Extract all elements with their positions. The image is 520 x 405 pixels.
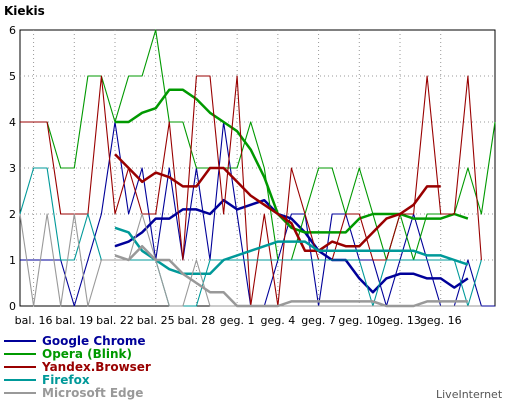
series-line-firefox-daily — [19, 167, 482, 307]
chart-title: Kiekis — [4, 4, 45, 18]
y-tick-label: 2 — [9, 208, 16, 221]
x-tick-label: geg. 4 — [260, 314, 295, 327]
y-axis: 0 1 2 3 4 5 6 — [9, 24, 16, 313]
series-line-yandex-browser-average — [114, 153, 441, 253]
x-tick-label: geg. 7 — [301, 314, 336, 327]
x-tick-label: bal. 28 — [178, 314, 216, 327]
x-axis: bal. 16 bal. 19 bal. 22 bal. 25 bal. 28 geg. … — [15, 314, 462, 327]
x-tick-label: bal. 22 — [96, 314, 134, 327]
x-tick-label: bal. 25 — [137, 314, 175, 327]
legend-label-opera-blink: Opera (Blink) — [42, 347, 132, 361]
x-tick-label: geg. 10 — [338, 314, 380, 327]
series-line-microsoft-edge-average — [114, 244, 468, 308]
x-tick-label: geg. 13 — [379, 314, 421, 327]
legend-label-yandex-browser: Yandex.Browser — [41, 360, 151, 374]
y-tick-label: 5 — [9, 70, 16, 83]
y-tick-label: 0 — [9, 300, 16, 313]
series-line-opera-blink-average — [115, 88, 469, 234]
y-tick-label: 6 — [9, 24, 16, 37]
y-tick-label: 4 — [9, 116, 16, 129]
x-tick-label: bal. 16 — [15, 314, 53, 327]
legend-label-firefox: Firefox — [42, 373, 90, 387]
y-tick-label: 3 — [9, 162, 16, 175]
credit-text: LiveInternet — [436, 388, 503, 401]
legend-label-microsoft-edge: Microsoft Edge — [42, 386, 143, 400]
series-line-google-chrome-average — [114, 198, 469, 294]
y-tick-label: 1 — [9, 254, 16, 267]
x-tick-label: geg. 1 — [220, 314, 255, 327]
series-line-firefox-average — [114, 226, 469, 276]
x-tick-label: geg. 16 — [420, 314, 462, 327]
x-tick-label: bal. 19 — [55, 314, 93, 327]
legend-label-google-chrome: Google Chrome — [42, 334, 146, 348]
plot-area — [19, 29, 496, 307]
series-lines — [19, 29, 496, 308]
